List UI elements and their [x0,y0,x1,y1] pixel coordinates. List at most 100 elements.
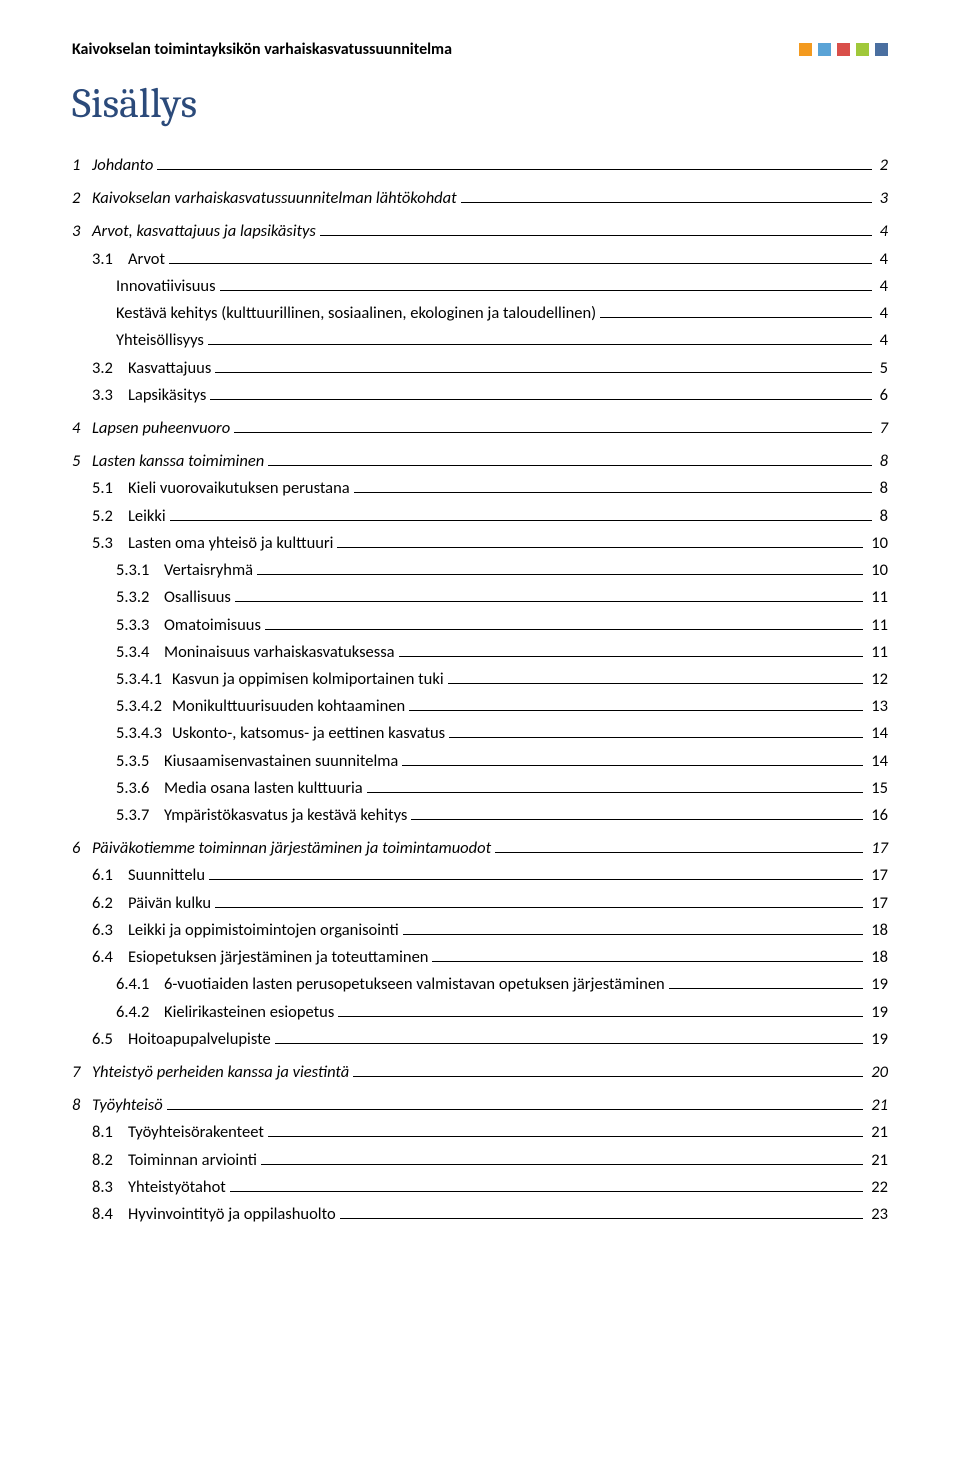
toc-page: 8 [876,475,888,502]
toc-title: Lapsen puheenvuoro [92,415,230,442]
toc-number: 5 [72,448,92,475]
toc-page: 11 [867,584,888,611]
toc-title: Kasvun ja oppimisen kolmiportainen tuki [172,666,444,693]
toc-leader [169,263,872,264]
toc-number: 5.3.2 [116,584,164,611]
toc-row: 6.3Leikki ja oppimistoimintojen organiso… [72,917,888,944]
toc-page: 10 [867,557,888,584]
toc-title: Innovatiivisuus [116,273,216,300]
toc-page: 4 [876,246,888,273]
toc-leader [268,1136,863,1137]
page-header: Kaivokselan toimintayksikön varhaiskasva… [72,40,888,59]
toc-number: 5.3.6 [116,775,164,802]
toc-leader [338,1016,863,1017]
toc-row: 5.3.3Omatoimisuus11 [72,612,888,639]
page-title: Sisällys [72,79,888,128]
toc-page: 22 [867,1174,888,1201]
toc-title: Yhteisöllisyys [116,327,204,354]
toc-page: 18 [867,917,888,944]
toc-page: 21 [867,1119,888,1146]
toc-title: Kaivokselan varhaiskasvatussuunnitelman … [92,185,457,212]
toc-row: Kestävä kehitys (kulttuurillinen, sosiaa… [72,300,888,327]
toc-title: Leikki ja oppimistoimintojen organisoint… [128,917,399,944]
toc-page: 5 [876,355,888,382]
toc-title: Yhteistyötahot [128,1174,226,1201]
toc-number: 6.3 [92,917,128,944]
toc-page: 10 [867,530,888,557]
toc-page: 11 [867,612,888,639]
toc-row: 5.3.4.3Uskonto-, katsomus- ja eettinen k… [72,720,888,747]
toc-title: Toiminnan arviointi [128,1147,257,1174]
toc-leader [337,547,863,548]
toc-leader [209,879,863,880]
toc-number: 3.2 [92,355,128,382]
toc-page: 4 [876,273,888,300]
toc-leader [600,317,871,318]
toc-number: 5.3.4.3 [116,720,172,747]
toc-row: 2Kaivokselan varhaiskasvatussuunnitelman… [72,185,888,212]
toc-number: 8.1 [92,1119,128,1146]
toc-leader [234,432,871,433]
toc-leader [411,819,863,820]
toc-title: Osallisuus [164,584,231,611]
toc-title: Suunnittelu [128,862,205,889]
toc-number: 6.4 [92,944,128,971]
toc-row: 5.3.4Moninaisuus varhaiskasvatuksessa11 [72,639,888,666]
toc-title: Arvot [128,246,165,273]
toc-number: 3.3 [92,382,128,409]
toc-page: 19 [867,999,888,1026]
toc-number: 1 [72,152,92,179]
toc-number: 5.3.3 [116,612,164,639]
running-head: Kaivokselan toimintayksikön varhaiskasva… [72,40,452,59]
toc-leader [167,1109,864,1110]
toc-row: 5.3Lasten oma yhteisö ja kulttuuri10 [72,530,888,557]
brand-squares [799,43,888,56]
toc-title: Lasten oma yhteisö ja kulttuuri [128,530,333,557]
toc-leader [495,852,863,853]
toc-row: 6.4.2Kielirikasteinen esiopetus19 [72,999,888,1026]
toc-page: 17 [867,862,888,889]
toc-number: 6 [72,835,92,862]
toc-leader [215,907,863,908]
toc-row: 8Työyhteisö21 [72,1092,888,1119]
toc-row: 4Lapsen puheenvuoro7 [72,415,888,442]
toc-page: 12 [867,666,888,693]
toc-page: 18 [867,944,888,971]
toc-leader [170,520,872,521]
toc-page: 3 [876,185,888,212]
toc-row: 6Päiväkotiemme toiminnan järjestäminen j… [72,835,888,862]
toc-number: 5.3.4.1 [116,666,172,693]
toc-page: 4 [876,327,888,354]
toc-number: 5.3.4 [116,639,164,666]
toc-number: 5.3.5 [116,748,164,775]
toc-row: 8.4Hyvinvointityö ja oppilashuolto23 [72,1201,888,1228]
toc-row: 6.4Esiopetuksen järjestäminen ja toteutt… [72,944,888,971]
toc-number: 3 [72,218,92,245]
toc-page: 8 [876,503,888,530]
toc-number: 8.4 [92,1201,128,1228]
brand-square-2 [837,43,850,56]
toc-row: 6.2Päivän kulku17 [72,890,888,917]
toc-page: 19 [867,971,888,998]
toc-row: Yhteisöllisyys 4 [72,327,888,354]
toc-page: 19 [867,1026,888,1053]
toc-title: 6-vuotiaiden lasten perusopetukseen valm… [164,971,665,998]
toc-row: 6.5Hoitoapupalvelupiste19 [72,1026,888,1053]
toc-row: 5.3.5Kiusaamisenvastainen suunnitelma14 [72,748,888,775]
toc-title: Moninaisuus varhaiskasvatuksessa [164,639,395,666]
toc-number: 6.5 [92,1026,128,1053]
toc-row: 3.1Arvot4 [72,246,888,273]
toc-title: Kiusaamisenvastainen suunnitelma [164,748,398,775]
toc-number: 5.3.4.2 [116,693,172,720]
toc-number: 5.1 [92,475,128,502]
toc-page: 23 [867,1201,888,1228]
toc-row: 3Arvot, kasvattajuus ja lapsikäsitys4 [72,218,888,245]
toc-title: Ympäristökasvatus ja kestävä kehitys [164,802,407,829]
toc-row: 5.3.2Osallisuus 11 [72,584,888,611]
toc-number: 6.4.1 [116,971,164,998]
toc-title: Kasvattajuus [128,355,211,382]
toc-number: 6.2 [92,890,128,917]
toc-title: Media osana lasten kulttuuria [164,775,363,802]
brand-square-1 [818,43,831,56]
toc-leader [261,1164,863,1165]
